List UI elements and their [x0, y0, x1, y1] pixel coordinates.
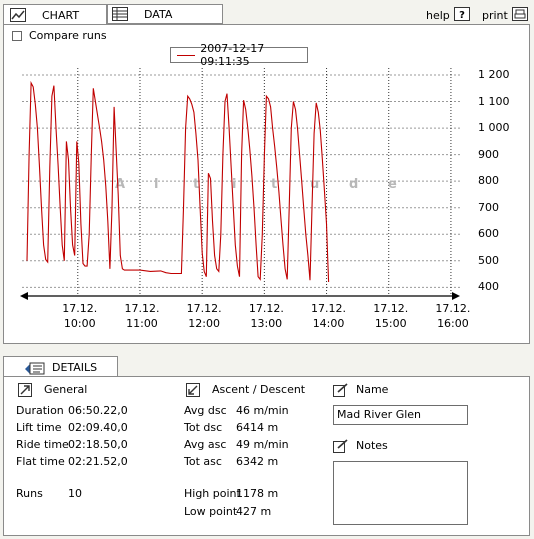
x-tick-label: 17.12. 11:00 — [117, 301, 167, 331]
x-tick-label: 17.12. 16:00 — [428, 301, 478, 331]
legend-label: 2007-12-17 09:11:35 — [200, 42, 265, 68]
low-point-value: 427 m — [236, 505, 272, 518]
stat-label: Flat time — [16, 455, 65, 468]
x-tick-date: 17.12. — [435, 302, 471, 315]
help-button[interactable]: help ? — [426, 7, 470, 24]
help-label: help — [426, 9, 450, 22]
x-tick-date: 17.12. — [124, 302, 160, 315]
x-tick-time: 15:00 — [374, 317, 407, 330]
tab-data-label: DATA — [144, 7, 173, 21]
stat-value: 02:09.40,0 — [68, 421, 128, 434]
legend-line-swatch — [177, 54, 196, 56]
watermark-letter: l — [154, 177, 158, 192]
table-icon — [112, 7, 128, 21]
name-input-value: Mad River Glen — [337, 408, 422, 421]
watermark-letter: i — [232, 177, 236, 192]
runs-label: Runs — [16, 487, 43, 500]
stat-label: Avg asc — [184, 438, 227, 451]
tab-details-label: DETAILS — [52, 360, 98, 374]
x-tick-time: 12:00 — [188, 317, 220, 330]
time-axis — [20, 292, 460, 300]
stat-label: Tot asc — [184, 455, 222, 468]
ascent-descent-icon — [186, 383, 200, 397]
y-tick-label: 1 200 — [478, 68, 510, 81]
watermark-letter: t — [193, 177, 199, 192]
name-input[interactable]: Mad River Glen — [333, 405, 468, 425]
tab-chart-label: CHART — [42, 8, 80, 22]
y-tick-label: 900 — [478, 147, 499, 161]
stat-label: Tot dsc — [184, 421, 223, 434]
stat-value: 46 m/min — [236, 404, 289, 417]
stat-label: Duration — [16, 404, 64, 417]
watermark-letter: e — [388, 177, 397, 192]
watermark-letter: u — [310, 177, 319, 192]
tab-chart[interactable]: CHART — [3, 4, 107, 25]
y-tick-label: 400 — [478, 280, 499, 294]
watermark-letter: t — [271, 177, 277, 192]
stat-value: 02:21.52,0 — [68, 455, 128, 468]
name-title: Name — [356, 383, 389, 396]
y-tick-label: 1 000 — [478, 121, 510, 135]
compare-runs-checkbox[interactable] — [12, 31, 22, 41]
printer-icon — [511, 7, 528, 24]
details-icon — [24, 360, 46, 375]
name-edit-icon — [333, 383, 348, 397]
notes-edit-icon — [333, 439, 348, 453]
y-tick-label: 500 — [478, 253, 499, 267]
watermark-letter: A — [115, 177, 125, 192]
x-tick-time: 14:00 — [312, 317, 345, 330]
axis-right-arrow — [452, 292, 460, 300]
x-tick-time: 16:00 — [437, 317, 469, 330]
x-tick-date: 17.12. — [62, 302, 98, 315]
x-tick-label: 17.12. 12:00 — [179, 301, 229, 331]
x-tick-label: 17.12. 14:00 — [304, 301, 354, 331]
high-point-label: High point — [184, 487, 241, 500]
tab-data[interactable]: DATA — [107, 4, 223, 24]
stat-label: Ride time — [16, 438, 69, 451]
ascent-descent-title: Ascent / Descent — [212, 383, 306, 396]
x-tick-date: 17.12. — [373, 302, 409, 315]
y-tick-label: 700 — [478, 200, 499, 214]
high-point-value: 1178 m — [236, 487, 279, 500]
x-tick-time: 10:00 — [63, 317, 96, 330]
stat-value: 06:50.22,0 — [68, 404, 128, 417]
axis-left-arrow — [20, 292, 28, 300]
stat-label: Lift time — [16, 421, 62, 434]
stat-label: Avg dsc — [184, 404, 227, 417]
chart-icon — [10, 8, 26, 22]
compare-runs-label: Compare runs — [29, 29, 107, 42]
svg-text:?: ? — [459, 10, 465, 21]
notes-textarea[interactable] — [333, 461, 468, 525]
low-point-label: Low point — [184, 505, 238, 518]
y-tick-label: 600 — [478, 227, 499, 241]
stat-value: 6414 m — [236, 421, 279, 434]
notes-title: Notes — [356, 439, 388, 452]
y-tick-label: 1 100 — [478, 94, 510, 108]
general-title: General — [44, 383, 88, 396]
x-tick-date: 17.12. — [248, 302, 284, 315]
altitude-series-line — [26, 80, 330, 283]
x-tick-date: 17.12. — [186, 302, 222, 315]
x-tick-label: 17.12. 15:00 — [366, 301, 416, 331]
runs-value: 10 — [68, 487, 82, 500]
y-tick-label: 800 — [478, 174, 499, 188]
x-tick-date: 17.12. — [311, 302, 347, 315]
help-icon: ? — [453, 7, 470, 24]
print-button[interactable]: print — [482, 7, 528, 24]
print-label: print — [482, 9, 508, 22]
general-icon — [18, 383, 32, 397]
x-tick-time: 13:00 — [250, 317, 283, 330]
chart-legend: 2007-12-17 09:11:35 — [170, 42, 308, 68]
watermark-letter: d — [349, 177, 358, 192]
stat-value: 49 m/min — [236, 438, 289, 451]
x-tick-label: 17.12. 10:00 — [55, 301, 105, 331]
stat-value: 02:18.50,0 — [68, 438, 128, 451]
tab-details[interactable]: DETAILS — [3, 356, 118, 377]
x-tick-label: 17.12. 13:00 — [241, 301, 291, 331]
x-tick-time: 11:00 — [126, 317, 158, 330]
stat-value: 6342 m — [236, 455, 279, 468]
